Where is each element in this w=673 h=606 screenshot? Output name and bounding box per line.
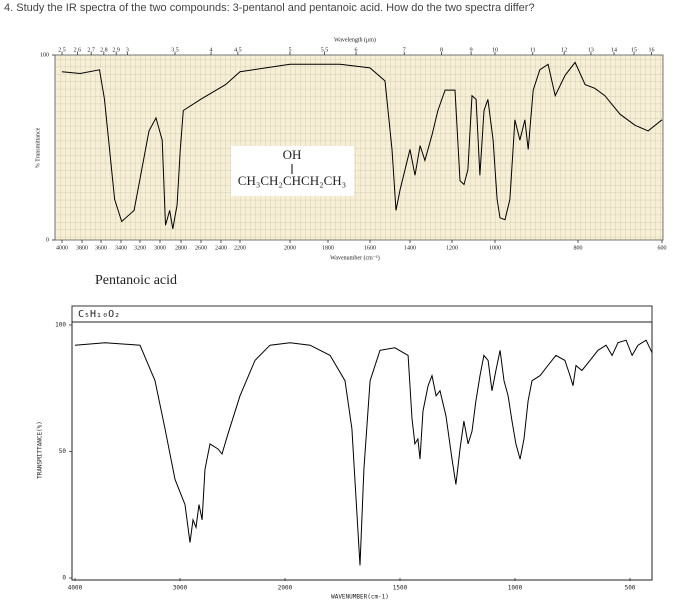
y-tick-label: 0 (46, 237, 49, 243)
x2-tick-label: 3.5 (171, 47, 179, 53)
x-tick-label: 3000 (154, 245, 166, 251)
spectrum-line (61, 61, 663, 229)
x2-tick-label: 5 (289, 47, 292, 53)
x-tick-label: 1500 (393, 585, 408, 592)
y-tick-label: 0 (62, 575, 66, 582)
x2-tick-label: 11 (530, 47, 536, 53)
y-tick-label: 100 (40, 52, 49, 58)
x2-tick-label: 15 (631, 47, 637, 53)
question: 4. Study the IR spectra of the two compo… (4, 2, 535, 14)
x2-tick-label: 4 (210, 47, 213, 53)
x-tick-label: 3200 (134, 245, 146, 251)
plot-area (71, 321, 653, 581)
x2-tick-label: 9 (470, 47, 473, 53)
y-tick-label: 100 (55, 322, 66, 329)
x-tick-label: 3000 (173, 585, 188, 592)
x2-tick-label: 14 (611, 47, 617, 53)
x-tick-label: 2000 (284, 245, 296, 251)
x2-tick-label: 7 (403, 47, 406, 53)
x-tick-label: 1800 (322, 245, 334, 251)
x2-tick-label: 6 (355, 47, 358, 53)
y-label: % Transmittance (35, 127, 41, 168)
x-tick-label: 4000 (68, 585, 83, 592)
x2-tick-label: 2.8 (100, 47, 108, 53)
x2-tick-label: 10 (492, 47, 498, 53)
y-tick-label: 50 (59, 448, 67, 455)
x2-tick-label: 8 (440, 47, 443, 53)
x-tick-label: 1000 (489, 245, 501, 251)
x-tick-label: 4000 (56, 245, 68, 251)
x-label: Wavenumber (cm⁻¹) (330, 254, 380, 261)
x-tick-label: 2200 (234, 245, 246, 251)
x2-tick-label: 5.5 (321, 47, 329, 53)
x2-tick-label: 2.7 (87, 47, 95, 53)
x-tick-label: 500 (625, 585, 636, 592)
x-tick-label: 1400 (404, 245, 416, 251)
x-tick-label: 2800 (175, 245, 187, 251)
x-tick-label: 3600 (95, 245, 107, 251)
x2-tick-label: 4.5 (234, 47, 242, 53)
x-tick-label: 3400 (115, 245, 127, 251)
x-tick-label: 600 (658, 245, 667, 251)
x2-tick-label: 12 (561, 47, 567, 53)
plot-area (54, 54, 664, 241)
x2-tick-label: 16 (649, 47, 655, 53)
x-tick-label: 800 (574, 245, 583, 251)
y-label: TRANSMITTANCE(%) (37, 421, 44, 479)
x-label: WAVENUMBER(cm-1) (331, 594, 389, 601)
x-tick-label: 2600 (195, 245, 207, 251)
x2-tick-label: 13 (588, 47, 594, 53)
x-tick-label: 1200 (446, 245, 458, 251)
spectrum-line (74, 339, 653, 566)
x-tick-label: 1000 (508, 585, 523, 592)
x2-tick-label: 2.6 (74, 47, 82, 53)
structure-chain: CH₃CH₂CHCH₂CH₃ (238, 173, 346, 188)
x2-label: Wavelength (μm) (334, 36, 376, 43)
structure-oh: OH (283, 147, 302, 162)
x2-tick-label: 2.9 (112, 47, 120, 53)
formula-box (71, 305, 653, 323)
formula: C₅H₁₀O₂ (78, 309, 120, 320)
x-tick-label: 2400 (215, 245, 227, 251)
x2-tick-label: 2.5 (58, 47, 66, 53)
chart-title: Pentanoic acid (95, 273, 177, 288)
x-tick-label: 3800 (76, 245, 88, 251)
x2-tick-label: 3 (126, 47, 129, 53)
x-tick-label: 2000 (278, 585, 293, 592)
x-tick-label: 1600 (364, 245, 376, 251)
